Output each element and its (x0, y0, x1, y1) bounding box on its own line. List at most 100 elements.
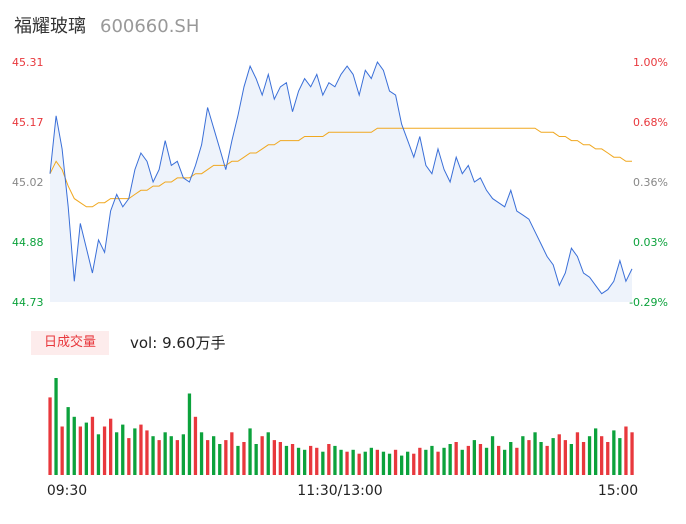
volume-bar (218, 444, 222, 475)
volume-bar (272, 440, 276, 475)
volume-bar (594, 428, 598, 475)
volume-bar (381, 451, 386, 475)
volume-bar (54, 378, 58, 475)
volume-bar (248, 428, 252, 475)
volume-bar (581, 442, 586, 475)
volume-bar (472, 440, 476, 475)
percent-tick-label: 0.03% (633, 236, 668, 249)
daily-volume-tab[interactable]: 日成交量 (31, 331, 109, 355)
volume-bar (90, 416, 95, 475)
volume-bar (375, 449, 379, 475)
volume-bar (624, 426, 628, 475)
volume-bar (406, 451, 410, 475)
percent-tick-label: 0.36% (633, 176, 668, 189)
volume-bar (60, 426, 64, 475)
volume-bar (115, 432, 119, 475)
volume-bar (448, 444, 452, 475)
volume-bar (533, 432, 537, 475)
volume-bar (327, 444, 331, 475)
volume-bar (545, 445, 549, 475)
volume-bar (230, 432, 234, 475)
volume-bar (48, 397, 52, 475)
volume-bar (84, 422, 88, 475)
volume-bar (527, 440, 531, 475)
price-tick-label: 45.17 (12, 116, 44, 129)
volume-bar (630, 432, 634, 475)
volume-bar (121, 424, 125, 475)
volume-bar (169, 436, 173, 475)
volume-bar (442, 447, 446, 475)
volume-bar (430, 445, 434, 475)
stock-header: 福耀玻璃 600660.SH (14, 12, 199, 40)
volume-bar (321, 451, 325, 475)
price-tick-label: 44.73 (12, 296, 44, 309)
volume-bar (369, 447, 373, 475)
volume-bar (157, 440, 161, 475)
volume-bar (296, 447, 301, 475)
stock-name: 福耀玻璃 (14, 16, 86, 37)
volume-value: 9.60万手 (162, 334, 226, 352)
volume-bar (102, 426, 107, 475)
volume-bar (569, 444, 573, 475)
volume-bar (436, 451, 440, 475)
percent-tick-label: 1.00% (633, 56, 668, 69)
volume-bar (418, 447, 422, 475)
volume-bar (145, 430, 149, 475)
volume-bar (333, 445, 337, 475)
volume-bar (175, 440, 179, 475)
price-area (50, 62, 632, 302)
volume-bar (224, 440, 228, 475)
volume-bar (284, 445, 289, 475)
volume-bar (163, 432, 167, 475)
volume-bar (206, 440, 210, 475)
volume-bar (278, 442, 282, 475)
volume-bar (575, 432, 580, 475)
volume-bar (460, 449, 464, 475)
volume-bar (315, 447, 319, 475)
volume-bar (78, 426, 82, 475)
volume-bar (606, 442, 610, 475)
volume-bar (509, 442, 513, 475)
percent-tick-label: -0.29% (629, 296, 668, 309)
price-tick-label: 44.88 (12, 236, 44, 249)
volume-bar (96, 434, 101, 475)
volume-bar (357, 453, 361, 475)
volume-bar (539, 442, 543, 475)
volume-bar (187, 393, 192, 475)
volume-bar (563, 440, 567, 475)
volume-bar (478, 444, 483, 475)
volume-bar (424, 449, 428, 475)
volume-bar (612, 430, 616, 475)
price-tick-label: 45.02 (12, 176, 44, 189)
time-tick-label: 15:00 (598, 483, 638, 499)
volume-bar (266, 432, 270, 475)
volume-bar (260, 436, 264, 475)
volume-bar (199, 432, 204, 475)
volume-bar (109, 418, 113, 475)
average-price-line (49, 127, 632, 208)
volume-bar (551, 438, 555, 475)
volume-bar (497, 445, 501, 475)
time-tick-label: 11:30/13:00 (297, 483, 382, 499)
volume-bar (490, 436, 495, 475)
volume-bar (503, 449, 507, 475)
volume-bar (363, 451, 367, 475)
volume-bar (484, 447, 489, 475)
percent-tick-label: 0.68% (633, 116, 668, 129)
volume-bar (66, 407, 70, 475)
volume-bar (466, 445, 470, 475)
volume-bar (242, 442, 246, 475)
volume-bar (393, 449, 398, 475)
volume-bar (618, 438, 622, 475)
volume-bar (127, 438, 131, 475)
volume-bar (339, 449, 343, 475)
volume-bar (236, 445, 240, 475)
volume-bar (290, 444, 295, 475)
volume-bar (587, 436, 592, 475)
volume-bar (309, 445, 313, 475)
volume-bar (345, 451, 349, 475)
volume-bar (557, 434, 561, 475)
stock-code: 600660.SH (100, 16, 200, 37)
volume-bar (303, 449, 307, 475)
